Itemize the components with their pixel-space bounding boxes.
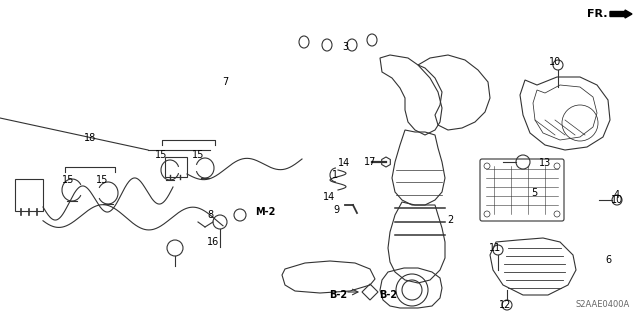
Text: M-2: M-2 <box>255 207 275 217</box>
Text: 6: 6 <box>605 255 611 265</box>
Text: 14: 14 <box>323 192 335 202</box>
Text: 4: 4 <box>614 190 620 200</box>
Text: 9: 9 <box>333 205 339 215</box>
Text: 15: 15 <box>62 175 74 185</box>
Text: 13: 13 <box>539 158 551 168</box>
Text: 5: 5 <box>531 188 537 198</box>
Text: 15: 15 <box>192 150 204 160</box>
Text: 14: 14 <box>338 158 350 168</box>
Text: 15: 15 <box>155 150 167 160</box>
Text: 1: 1 <box>332 170 338 180</box>
Text: 17: 17 <box>364 157 376 167</box>
Text: 10: 10 <box>611 195 623 205</box>
Text: 10: 10 <box>549 57 561 67</box>
Text: 18: 18 <box>84 133 96 143</box>
Text: B-2: B-2 <box>329 290 347 300</box>
Text: 16: 16 <box>207 237 219 247</box>
Text: 12: 12 <box>499 300 511 310</box>
Text: 2: 2 <box>447 215 453 225</box>
FancyArrow shape <box>610 10 632 18</box>
Text: 7: 7 <box>222 77 228 87</box>
Text: 3: 3 <box>342 42 348 52</box>
Text: 15: 15 <box>96 175 108 185</box>
Text: B-2: B-2 <box>379 290 397 300</box>
Text: 8: 8 <box>207 210 213 220</box>
Text: FR.: FR. <box>586 9 607 19</box>
Text: S2AAE0400A: S2AAE0400A <box>576 300 630 309</box>
Text: 11: 11 <box>489 243 501 253</box>
